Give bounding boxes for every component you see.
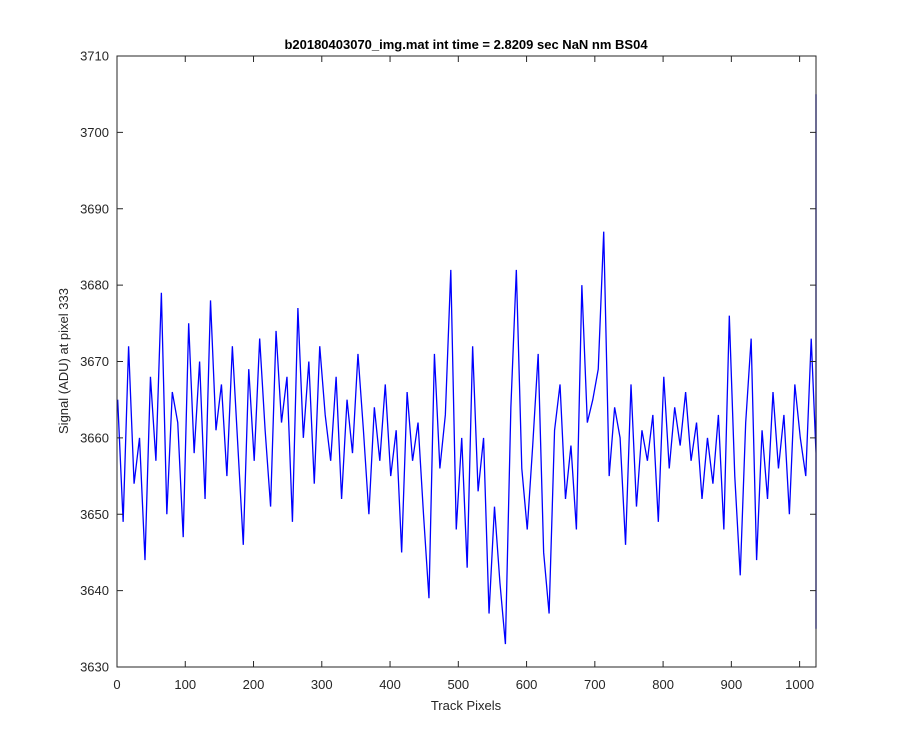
x-tick-label: 900 (721, 677, 743, 692)
y-axis: 3630 3640 3650 3660 3670 3680 3690 3700 3710 (80, 49, 816, 675)
y-tick-label: 3660 (80, 430, 109, 445)
x-tick-label: 500 (447, 677, 469, 692)
x-tick-label: 300 (311, 677, 333, 692)
x-axis: 0 100 200 300 400 500 600 700 800 900 1000 (113, 56, 814, 692)
x-tick-label: 1000 (785, 677, 814, 692)
x-axis-label: Track Pixels (431, 698, 502, 713)
plot-area (117, 56, 816, 667)
x-tick-label: 400 (379, 677, 401, 692)
x-tick-label: 700 (584, 677, 606, 692)
x-tick-label: 200 (243, 677, 265, 692)
y-tick-label: 3650 (80, 507, 109, 522)
y-axis-label: Signal (ADU) at pixel 333 (56, 288, 71, 434)
y-tick-label: 3700 (80, 125, 109, 140)
y-tick-label: 3630 (80, 660, 109, 675)
chart-title: b20180403070_img.mat int time = 2.8209 s… (284, 37, 648, 52)
y-tick-label: 3670 (80, 354, 109, 369)
x-tick-label: 600 (516, 677, 538, 692)
x-tick-label: 0 (113, 677, 120, 692)
y-tick-label: 3640 (80, 583, 109, 598)
y-tick-label: 3680 (80, 278, 109, 293)
x-tick-label: 100 (174, 677, 196, 692)
x-tick-label: 800 (652, 677, 674, 692)
y-tick-label: 3690 (80, 201, 109, 216)
y-tick-label: 3710 (80, 49, 109, 64)
